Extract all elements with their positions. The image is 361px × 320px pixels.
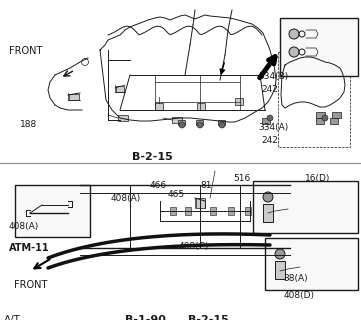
Bar: [178, 120, 185, 125]
Circle shape: [197, 122, 203, 128]
Circle shape: [219, 122, 225, 128]
Text: B-1-90: B-1-90: [125, 315, 165, 320]
Bar: [196, 120, 203, 125]
Text: B-2-15: B-2-15: [132, 152, 173, 162]
Text: 408(C): 408(C): [179, 242, 209, 251]
Bar: [332, 112, 341, 118]
Text: ATM-11: ATM-11: [9, 243, 50, 253]
Text: FRONT: FRONT: [14, 280, 48, 290]
Bar: [253, 181, 358, 233]
Text: 81: 81: [200, 181, 212, 190]
Circle shape: [322, 115, 328, 121]
Bar: [15, 185, 90, 237]
Bar: [228, 207, 234, 215]
Bar: [170, 207, 176, 215]
Bar: [155, 103, 163, 110]
Bar: [118, 115, 128, 121]
Bar: [196, 198, 205, 208]
Text: FRONT: FRONT: [9, 46, 42, 56]
Bar: [263, 204, 273, 222]
Text: 334(A): 334(A): [258, 123, 288, 132]
Text: 242: 242: [262, 136, 279, 145]
Bar: [116, 86, 124, 92]
Bar: [218, 120, 225, 125]
Circle shape: [289, 29, 299, 39]
Bar: [185, 207, 191, 215]
Bar: [330, 118, 338, 124]
Text: 408(A): 408(A): [9, 222, 39, 231]
Text: 242: 242: [262, 85, 279, 94]
Bar: [210, 207, 216, 215]
Text: 516: 516: [233, 174, 250, 183]
Text: A/T: A/T: [4, 315, 21, 320]
Circle shape: [275, 249, 285, 259]
Bar: [172, 117, 182, 123]
Bar: [280, 18, 358, 76]
Bar: [245, 207, 251, 215]
Text: 408(A): 408(A): [110, 194, 140, 203]
Circle shape: [179, 122, 185, 128]
Text: 188: 188: [20, 120, 37, 129]
Bar: [278, 52, 350, 147]
Bar: [275, 261, 285, 279]
Bar: [235, 98, 243, 105]
Bar: [69, 94, 79, 100]
Circle shape: [263, 192, 273, 202]
Circle shape: [289, 47, 299, 57]
Bar: [265, 238, 358, 290]
Text: 16(D): 16(D): [305, 174, 330, 183]
Text: 465: 465: [168, 190, 185, 199]
Bar: [262, 118, 270, 124]
Bar: [197, 103, 205, 110]
Text: 466: 466: [150, 181, 167, 190]
Bar: [316, 118, 324, 124]
Circle shape: [267, 115, 273, 121]
Text: B-2-15: B-2-15: [188, 315, 229, 320]
Text: 334(B): 334(B): [258, 72, 288, 81]
Text: 408(D): 408(D): [283, 291, 314, 300]
Bar: [316, 112, 325, 118]
Text: 38(A): 38(A): [283, 274, 308, 283]
